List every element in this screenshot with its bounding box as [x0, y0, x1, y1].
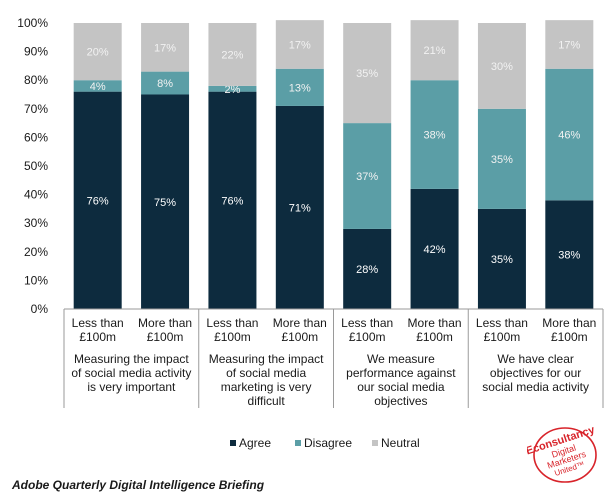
- category-label: £100m: [551, 330, 588, 344]
- data-label: 35%: [491, 254, 513, 266]
- y-tick-label: 70%: [24, 102, 48, 116]
- data-label: 75%: [154, 197, 176, 209]
- data-label: 30%: [491, 61, 513, 73]
- data-label: 35%: [491, 154, 513, 166]
- bar-agree-5: [410, 188, 459, 309]
- group-label: We have clear: [497, 352, 573, 366]
- category-label: More than: [138, 316, 192, 330]
- y-tick-label: 30%: [24, 216, 48, 230]
- stacked-bar-chart: 0% 10% 20% 30% 40% 50% 60% 70% 80% 90% 100% 76% 4% 20…: [17, 16, 604, 450]
- y-tick-label: 10%: [24, 273, 48, 287]
- data-label: 28%: [356, 264, 378, 276]
- legend-swatch-agree: [230, 440, 236, 446]
- y-tick-label: 80%: [24, 73, 48, 87]
- data-label: 8%: [157, 78, 173, 90]
- data-label: 22%: [221, 49, 243, 61]
- data-label: 37%: [356, 171, 378, 183]
- category-label: £100m: [484, 330, 521, 344]
- data-label: 21%: [424, 45, 446, 57]
- bar-disagree-6: [477, 108, 526, 209]
- category-label: £100m: [281, 330, 318, 344]
- category-label: More than: [542, 316, 596, 330]
- bar-neutral-4: [343, 23, 392, 124]
- econsultancy-logo: Econsultancy Digital Marketers United™: [527, 424, 597, 483]
- bar-agree-1: [141, 94, 190, 309]
- legend-swatch-disagree: [295, 440, 301, 446]
- group-label: of social media: [226, 366, 306, 380]
- data-label: 35%: [356, 68, 378, 80]
- category-label: Less than: [206, 316, 258, 330]
- bar-disagree-2: [208, 85, 257, 92]
- bar-disagree-3: [275, 68, 324, 106]
- category-label: £100m: [349, 330, 386, 344]
- data-label: 46%: [558, 130, 580, 142]
- bar-disagree-4: [343, 123, 392, 229]
- y-tick-label: 40%: [24, 188, 48, 202]
- bar-disagree-5: [410, 80, 459, 189]
- y-tick-label: 60%: [24, 130, 48, 144]
- category-label: More than: [408, 316, 462, 330]
- data-label: 71%: [289, 202, 311, 214]
- group-label: of social media activity: [71, 366, 191, 380]
- category-label: £100m: [416, 330, 453, 344]
- group-label: our social media: [357, 380, 445, 394]
- category-label: £100m: [214, 330, 251, 344]
- bar-neutral-1: [141, 23, 190, 72]
- data-label: 38%: [558, 250, 580, 262]
- y-tick-label: 100%: [17, 16, 48, 30]
- group-label: objectives: [374, 394, 427, 408]
- category-label: Less than: [476, 316, 528, 330]
- bar-agree-0: [73, 91, 122, 309]
- group-label: performance against: [346, 366, 456, 380]
- category-label: More than: [273, 316, 327, 330]
- bar-agree-4: [343, 228, 392, 309]
- data-label: 17%: [289, 39, 311, 51]
- bar-disagree-1: [141, 71, 190, 95]
- group-label: is very important: [87, 380, 176, 394]
- category-label: Less than: [72, 316, 124, 330]
- bar-agree-3: [275, 105, 324, 309]
- data-label: 76%: [87, 195, 109, 207]
- data-label: 17%: [154, 42, 176, 54]
- category-label: £100m: [79, 330, 116, 344]
- data-label: 20%: [87, 47, 109, 59]
- legend-label: Agree: [239, 436, 271, 450]
- group-label: We measure: [367, 352, 435, 366]
- group-label: Measuring the impact: [74, 352, 189, 366]
- bar-agree-7: [545, 200, 594, 309]
- bar-neutral-2: [208, 23, 257, 86]
- bar-disagree-7: [545, 68, 594, 201]
- bar-agree-2: [208, 91, 257, 309]
- data-label: 4%: [90, 81, 106, 93]
- bar-neutral-6: [477, 23, 526, 109]
- data-label: 76%: [221, 195, 243, 207]
- group-label: social media activity: [482, 380, 589, 394]
- legend-label: Neutral: [381, 436, 420, 450]
- y-tick-label: 50%: [24, 159, 48, 173]
- y-tick-label: 90%: [24, 45, 48, 59]
- bar-agree-6: [477, 208, 526, 309]
- bar-neutral-7: [545, 20, 594, 69]
- bar-neutral-5: [410, 20, 459, 81]
- legend-label: Disagree: [304, 436, 352, 450]
- group-label: marketing is very: [221, 380, 312, 394]
- group-label: Measuring the impact: [209, 352, 324, 366]
- data-label: 38%: [424, 130, 446, 142]
- bar-neutral-0: [73, 23, 122, 81]
- legend-swatch-neutral: [372, 440, 378, 446]
- bar-neutral-3: [275, 20, 324, 69]
- y-tick-label: 0%: [31, 302, 49, 316]
- data-label: 2%: [224, 84, 240, 96]
- bar-disagree-0: [73, 80, 122, 92]
- source-footer: Adobe Quarterly Digital Intelligence Bri…: [12, 478, 265, 492]
- category-label: Less than: [341, 316, 393, 330]
- group-label: objectives for our: [490, 366, 581, 380]
- data-label: 42%: [424, 244, 446, 256]
- y-tick-label: 20%: [24, 245, 48, 259]
- category-label: £100m: [147, 330, 184, 344]
- data-label: 13%: [289, 82, 311, 94]
- group-label: difficult: [248, 394, 286, 408]
- data-label: 17%: [558, 39, 580, 51]
